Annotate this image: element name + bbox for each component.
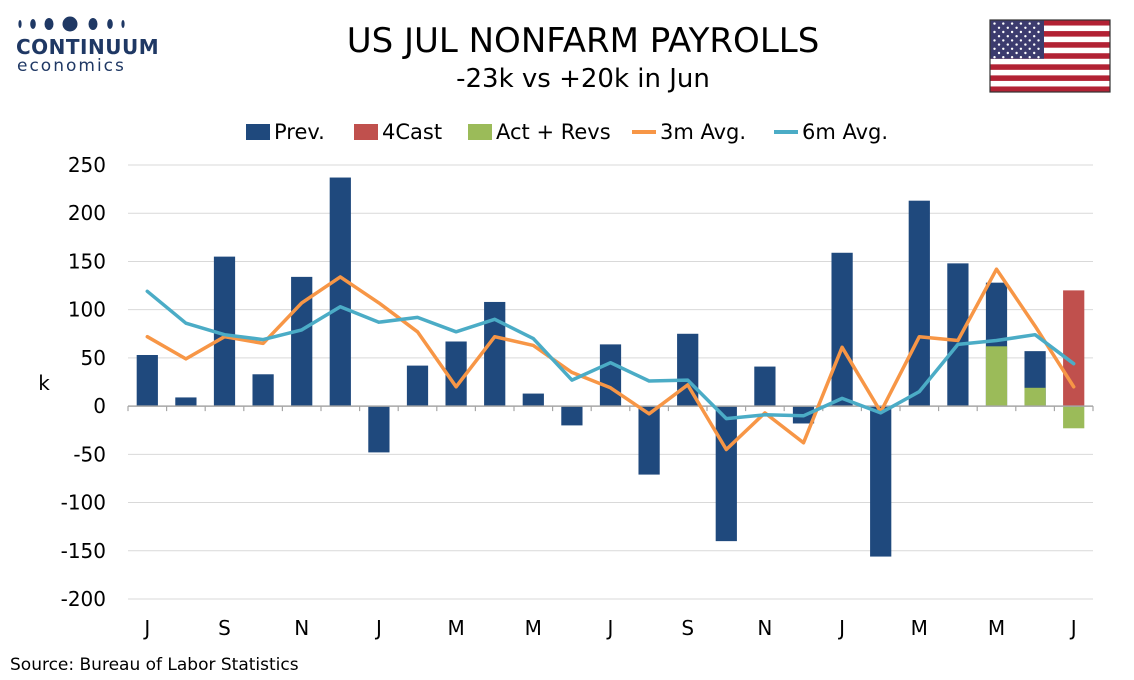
grid-lines [128,164,1093,600]
x-tick-label: N [757,616,772,640]
bar-prev- [754,366,776,407]
y-tick-label: -50 [73,442,106,466]
y-tick-label: 50 [81,346,106,370]
legend-swatch [468,124,492,140]
x-tick-label: M [447,616,464,640]
bar-prev- [368,406,390,453]
x-tick-label: S [218,616,231,640]
average-lines [145,267,1076,452]
bar-act-revs [1063,406,1085,429]
chart-subtitle: -23k vs +20k in Jun [456,64,710,94]
bar-prev- [522,393,544,407]
brand-tagline: economics [17,56,126,76]
line-3m-avg- [145,267,1076,452]
bar-prev- [484,301,506,407]
x-tick-label: S [681,616,694,640]
bar-prev- [908,200,930,407]
bar-prev- [638,406,660,475]
bar-prev- [831,252,853,407]
x-tick-label: M [988,616,1005,640]
x-tick-label: J [837,616,845,640]
y-axis-ticks: 250 200 150 100 50 0 -50 -100 -150 -200 [61,153,106,611]
bar-prev- [599,344,622,407]
y-tick-label: -100 [61,491,106,515]
bar-prev- [175,397,197,407]
chart-title: US JUL NONFARM PAYROLLS [347,21,820,61]
bar-prev- [561,406,583,426]
bar-4cast [1063,290,1085,407]
bar-prev- [329,177,351,407]
bars [136,177,1085,557]
legend-item-label: Act + Revs [496,120,611,144]
source-note: Source: Bureau of Labor Statistics [10,655,299,675]
y-tick-label: -200 [61,587,106,611]
bar-act-revs [985,346,1008,407]
x-tick-label: J [1069,616,1077,640]
bar-act-revs [1024,387,1046,407]
y-tick-label: 150 [68,249,106,273]
legend-item-label: Prev. [274,120,325,144]
legend-item-label: 3m Avg. [660,120,746,144]
legend-item-label: 4Cast [382,120,442,144]
line-6m-avg- [145,289,1076,421]
x-tick-label: N [294,616,309,640]
y-tick-label: 250 [68,153,106,177]
logo-dots-icon [18,16,125,32]
x-tick-label: M [911,616,928,640]
bar-prev- [715,406,737,542]
legend-swatch [354,124,378,140]
x-tick-label: J [374,616,382,640]
zero-axis [127,405,1094,412]
y-tick-label: 200 [68,201,106,225]
bar-prev- [947,263,969,407]
bar-prev- [136,354,158,407]
y-axis-label: k [38,371,50,395]
x-tick-label: J [606,616,614,640]
bar-prev- [252,374,274,407]
bar-prev- [445,341,467,407]
bar-prev- [870,406,892,557]
legend-item-label: 6m Avg. [802,120,888,144]
y-tick-label: 0 [93,394,106,418]
y-tick-label: -150 [61,539,106,563]
bar-prev- [406,365,429,407]
us-flag-icon [989,19,1111,93]
bar-prev- [213,256,236,407]
x-tick-label: M [525,616,542,640]
brand-name: CONTINUUM [16,35,159,59]
legend-swatch [246,124,270,140]
brand-logo: CONTINUUM economics [16,16,159,76]
x-tick-label: J [142,616,150,640]
y-tick-label: 100 [68,298,106,322]
legend: Prev. 4Cast Act + Revs 3m Avg. 6m Avg. [246,120,888,144]
